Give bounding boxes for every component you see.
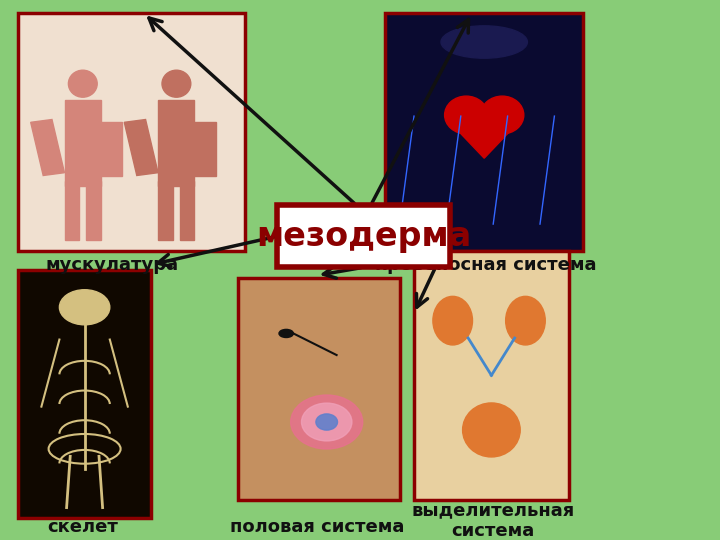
Bar <box>18 270 151 518</box>
Bar <box>158 100 194 186</box>
Ellipse shape <box>162 70 191 97</box>
Text: скелет: скелет <box>48 517 118 536</box>
Bar <box>180 181 194 240</box>
Bar <box>125 119 158 176</box>
Bar <box>18 14 245 251</box>
Bar <box>31 119 65 176</box>
Ellipse shape <box>445 96 488 134</box>
Bar <box>65 100 101 186</box>
Bar <box>158 181 173 240</box>
Text: мезодерма: мезодерма <box>256 220 471 253</box>
Ellipse shape <box>59 289 109 325</box>
Bar <box>101 122 122 176</box>
Ellipse shape <box>441 26 528 58</box>
Ellipse shape <box>68 70 97 97</box>
Ellipse shape <box>505 296 545 345</box>
Ellipse shape <box>279 329 294 338</box>
Bar <box>238 278 400 500</box>
Ellipse shape <box>433 296 472 345</box>
Ellipse shape <box>316 414 338 430</box>
Bar <box>414 251 569 500</box>
Ellipse shape <box>302 403 352 441</box>
Polygon shape <box>448 120 521 158</box>
Bar <box>277 205 450 267</box>
Text: половая система: половая система <box>230 517 404 536</box>
Ellipse shape <box>291 395 363 449</box>
Text: выделительная
система: выделительная система <box>412 502 575 540</box>
Ellipse shape <box>481 96 524 134</box>
Text: мускулатура: мускулатура <box>45 255 178 274</box>
Bar <box>86 181 101 240</box>
Ellipse shape <box>462 403 520 457</box>
Bar <box>194 122 216 176</box>
Bar <box>385 14 583 251</box>
Bar <box>65 181 79 240</box>
Text: кровеносная система: кровеносная система <box>375 255 597 274</box>
